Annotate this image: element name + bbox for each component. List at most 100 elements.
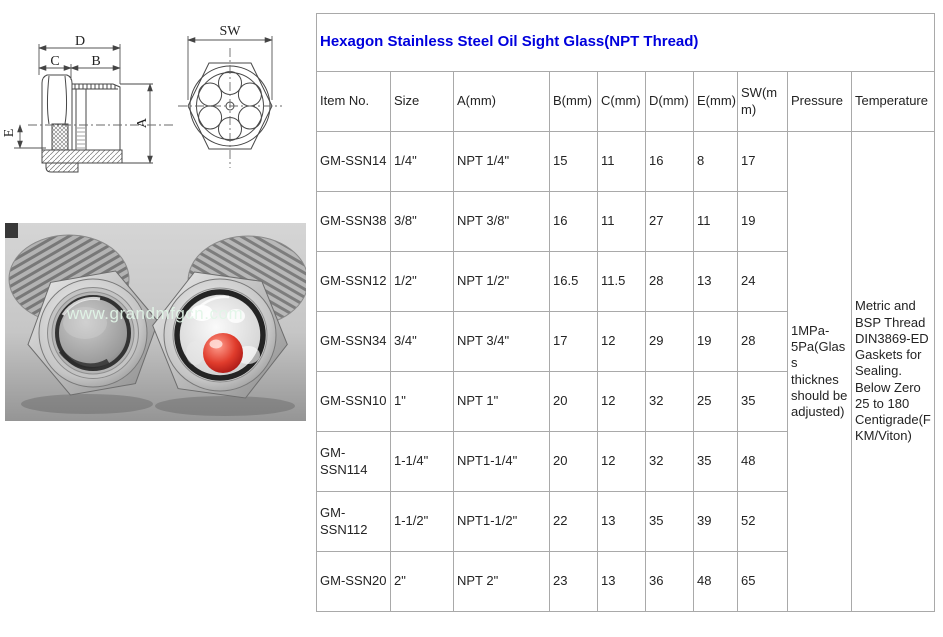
product-photo: www.grandmfgcn.com	[5, 223, 306, 421]
sight-glass-left	[8, 234, 159, 396]
table-row: GM-SSN34 3/4" NPT 3/4" 17 12 29 19 28	[316, 311, 935, 372]
header-c: C(mm)	[597, 71, 646, 132]
title-row: Hexagon Stainless Steel Oil Sight Glass(…	[315, 13, 936, 72]
table-row: GM-SSN114 1-1/4" NPT1-1/4" 20 12 32 35 4…	[316, 431, 935, 492]
dim-label-b: B	[91, 54, 100, 69]
cell-d: 35	[645, 491, 694, 552]
cell-item-no: GM-SSN112	[316, 491, 391, 552]
cell-d: 36	[645, 551, 694, 612]
dim-label-d: D	[75, 34, 85, 49]
cell-a: NPT 3/4"	[453, 311, 550, 372]
cell-e: 19	[693, 311, 738, 372]
cell-b: 22	[549, 491, 598, 552]
pressure-note-cell: 1MPa-5Pa(Glass thicknes should be adjust…	[787, 131, 852, 612]
cell-sw: 28	[737, 311, 788, 372]
cell-d: 16	[645, 131, 694, 192]
cell-sw: 52	[737, 491, 788, 552]
red-float-ball	[203, 333, 243, 373]
cell-a: NPT1-1/2"	[453, 491, 550, 552]
header-item-no: Item No.	[316, 71, 391, 132]
cell-e: 11	[693, 191, 738, 252]
cell-size: 3/4"	[390, 311, 454, 372]
cell-c: 12	[597, 311, 646, 372]
table-row: GM-SSN12 1/2" NPT 1/2" 16.5 11.5 28 13 2…	[316, 251, 935, 312]
sight-glass-right	[152, 235, 306, 399]
header-temperature: Temperature	[850, 71, 936, 132]
cell-d: 32	[645, 431, 694, 492]
cell-c: 12	[597, 431, 646, 492]
cell-a: NPT 1/4"	[453, 131, 550, 192]
cell-sw: 19	[737, 191, 788, 252]
dim-label-c: C	[50, 54, 59, 69]
table-row: GM-SSN112 1-1/2" NPT1-1/2" 22 13 35 39 5…	[316, 491, 935, 552]
cell-item-no: GM-SSN114	[316, 431, 391, 492]
side-view-dimensions	[14, 44, 176, 164]
cell-e: 8	[693, 131, 738, 192]
spec-table: Hexagon Stainless Steel Oil Sight Glass(…	[315, 13, 936, 612]
cell-item-no: GM-SSN20	[316, 551, 391, 612]
technical-drawing: D C B E A SW	[2, 24, 282, 173]
temperature-note-cell: Metric and BSP Thread DIN3869-ED Gaskets…	[850, 131, 936, 612]
cell-d: 29	[645, 311, 694, 372]
cell-size: 2"	[390, 551, 454, 612]
table-row: GM-SSN10 1" NPT 1" 20 12 32 25 35	[316, 371, 935, 432]
cell-size: 3/8"	[390, 191, 454, 252]
cell-a: NPT 1"	[453, 371, 550, 432]
cell-c: 11.5	[597, 251, 646, 312]
cell-c: 11	[597, 131, 646, 192]
photo-corner-mark	[5, 223, 18, 238]
cell-e: 48	[693, 551, 738, 612]
cell-sw: 17	[737, 131, 788, 192]
cell-sw: 24	[737, 251, 788, 312]
header-pressure: Pressure	[787, 71, 852, 132]
table-row: GM-SSN14 1/4" NPT 1/4" 15 11 16 8 17 1MP…	[316, 131, 936, 612]
cell-b: 20	[549, 371, 598, 432]
table-row: GM-SSN20 2" NPT 2" 23 13 36 48 65	[316, 551, 935, 612]
header-size: Size	[390, 71, 454, 132]
cell-size: 1"	[390, 371, 454, 432]
cell-c: 11	[597, 191, 646, 252]
header-sw: SW(mm)	[737, 71, 788, 132]
cell-a: NPT1-1/4"	[453, 431, 550, 492]
cell-e: 13	[693, 251, 738, 312]
cell-a: NPT 1/2"	[453, 251, 550, 312]
cell-d: 28	[645, 251, 694, 312]
cell-b: 23	[549, 551, 598, 612]
table-row: GM-SSN38 3/8" NPT 3/8" 16 11 27 11 19	[316, 191, 935, 252]
cell-sw: 35	[737, 371, 788, 432]
spec-table-panel: Hexagon Stainless Steel Oil Sight Glass(…	[315, 13, 936, 612]
dim-label-e: E	[2, 129, 17, 138]
page-title: Hexagon Stainless Steel Oil Sight Glass(…	[315, 13, 936, 72]
cell-item-no: GM-SSN14	[316, 131, 391, 192]
cell-b: 16	[549, 191, 598, 252]
watermark-text: www.grandmfgcn.com	[66, 304, 243, 323]
cell-item-no: GM-SSN34	[316, 311, 391, 372]
cell-size: 1/2"	[390, 251, 454, 312]
cell-size: 1-1/4"	[390, 431, 454, 492]
cell-size: 1-1/2"	[390, 491, 454, 552]
cell-item-no: GM-SSN10	[316, 371, 391, 432]
cell-c: 12	[597, 371, 646, 432]
cell-d: 27	[645, 191, 694, 252]
cell-b: 15	[549, 131, 598, 192]
header-b: B(mm)	[549, 71, 598, 132]
front-view-dimensions	[178, 36, 282, 168]
cell-item-no: GM-SSN38	[316, 191, 391, 252]
header-a: A(mm)	[453, 71, 550, 132]
header-d: D(mm)	[645, 71, 694, 132]
cell-c: 13	[597, 551, 646, 612]
cell-sw: 65	[737, 551, 788, 612]
cell-e: 39	[693, 491, 738, 552]
cell-e: 25	[693, 371, 738, 432]
side-view-outline	[41, 74, 153, 173]
cell-b: 20	[549, 431, 598, 492]
header-e: E(mm)	[693, 71, 738, 132]
cell-b: 17	[549, 311, 598, 372]
cell-a: NPT 3/8"	[453, 191, 550, 252]
cell-item-no: GM-SSN12	[316, 251, 391, 312]
cell-d: 32	[645, 371, 694, 432]
header-row: Item No. Size A(mm) B(mm) C(mm) D(mm) E(…	[316, 71, 936, 132]
cell-b: 16.5	[549, 251, 598, 312]
cell-a: NPT 2"	[453, 551, 550, 612]
